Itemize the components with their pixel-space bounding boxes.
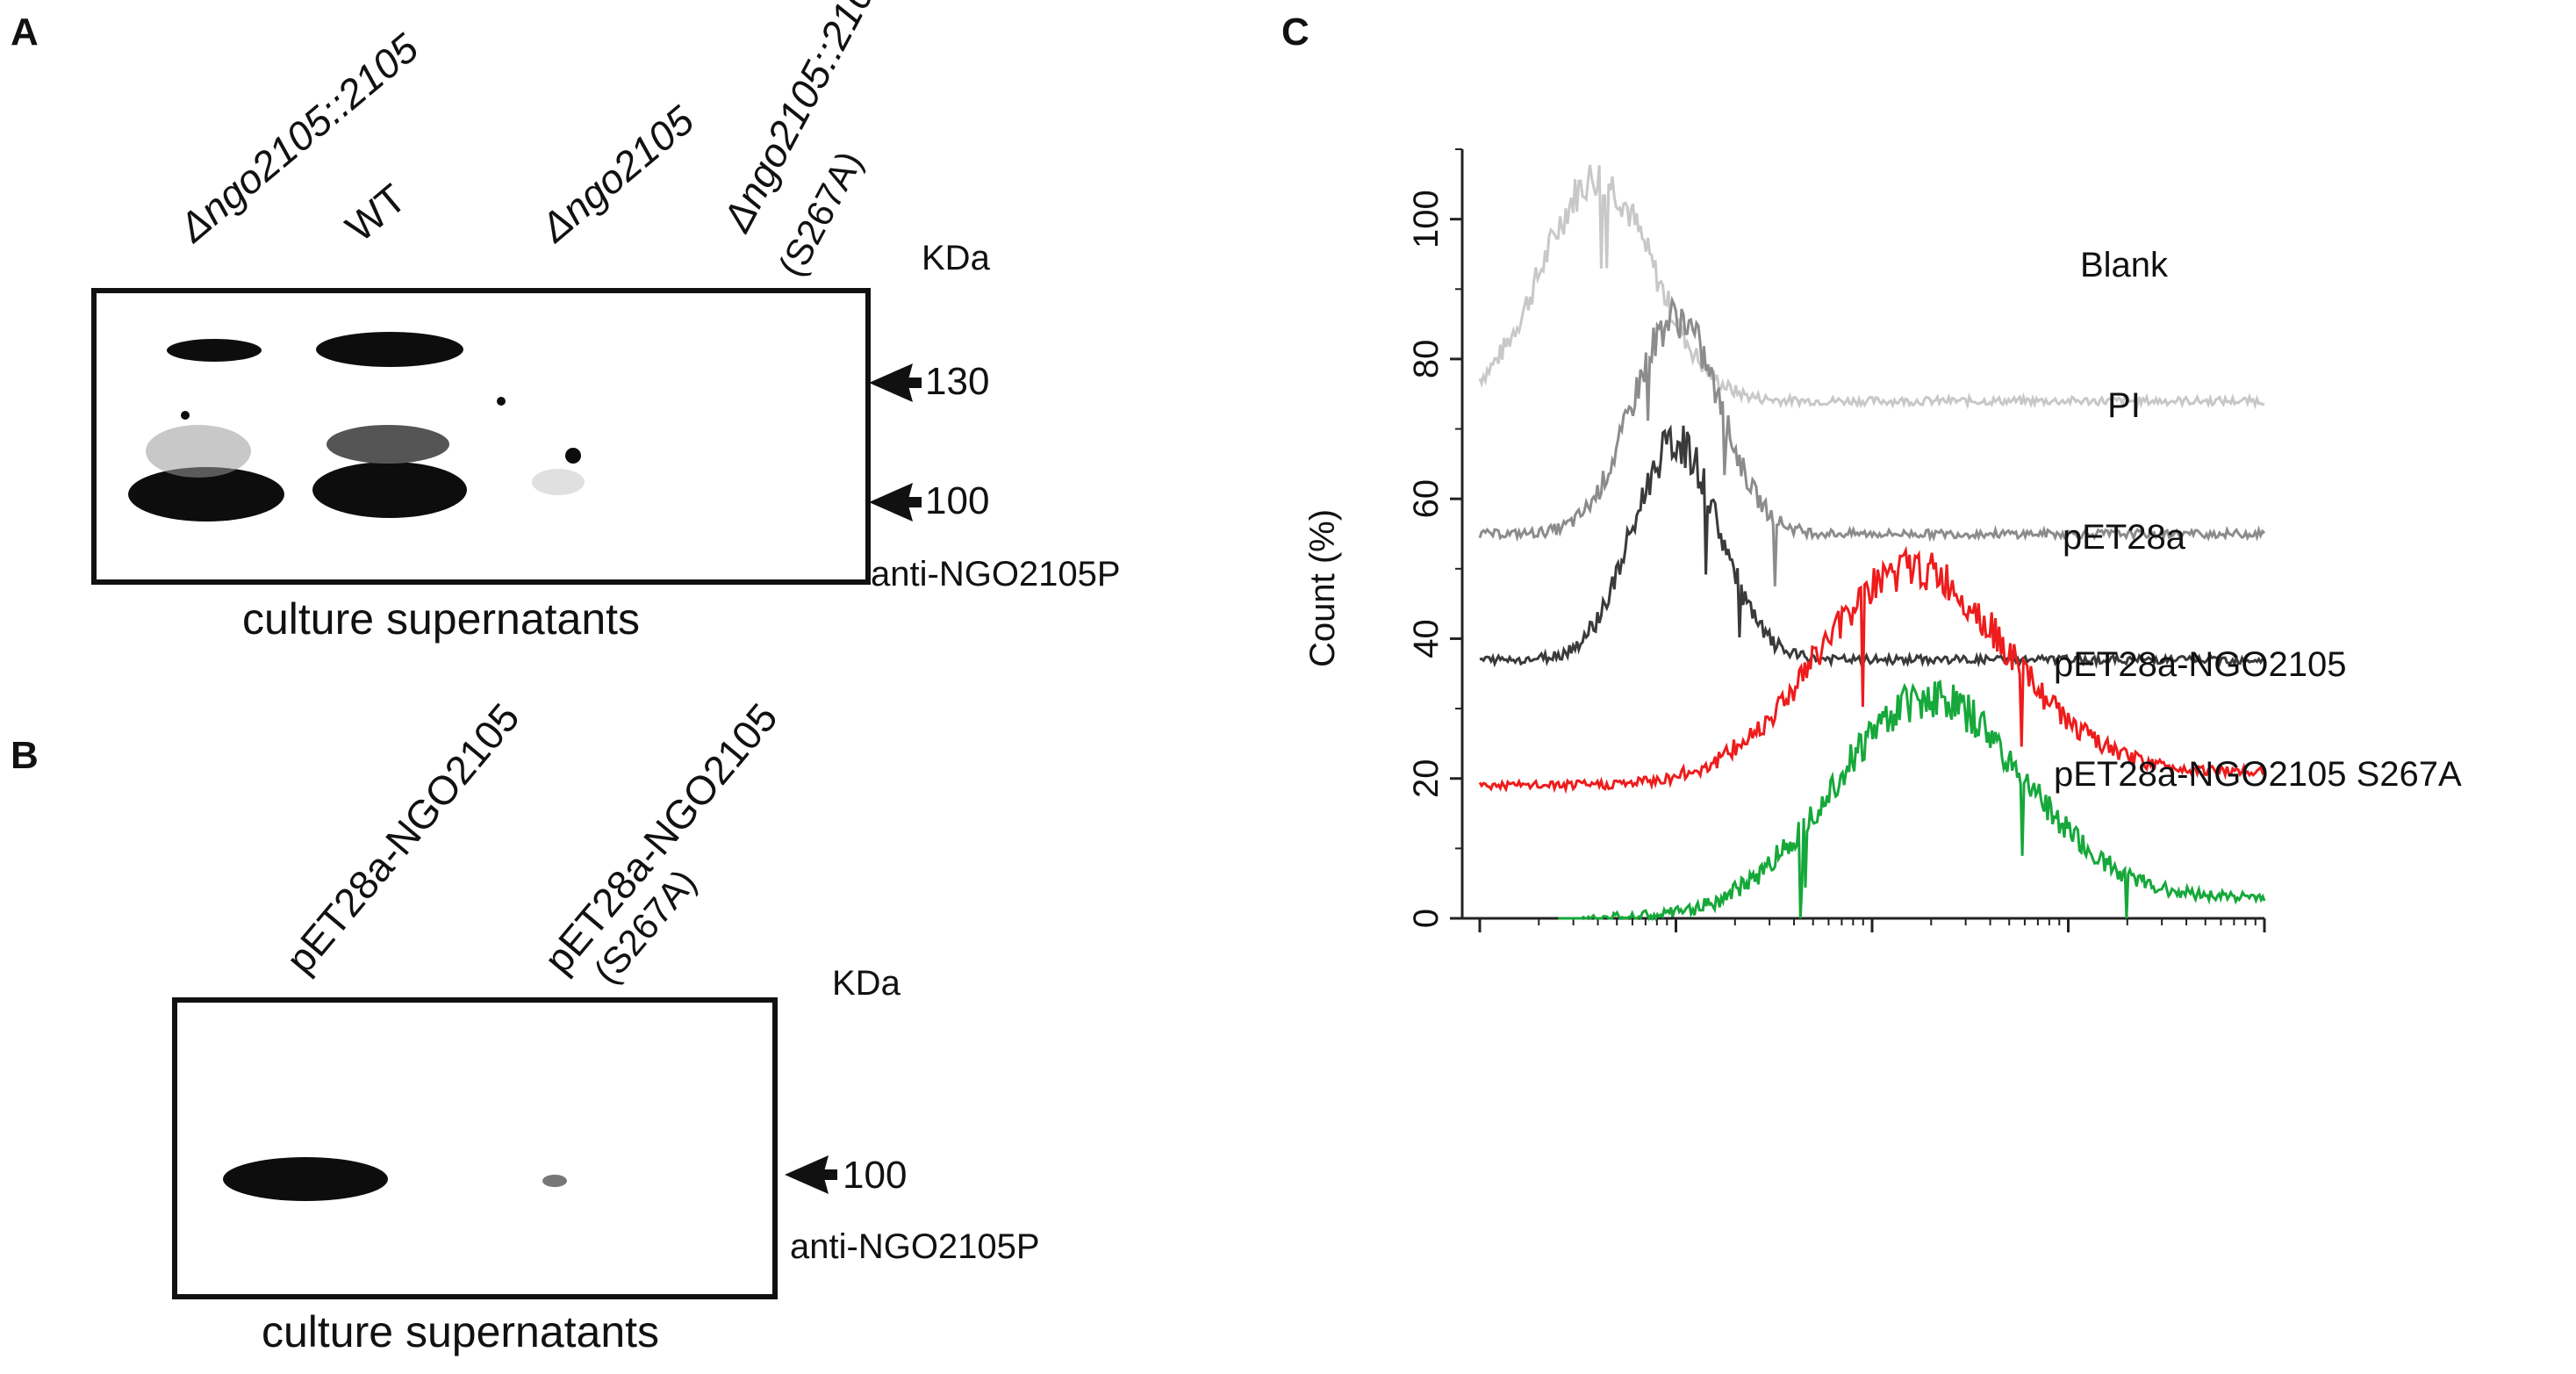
series-label-2: pET28a	[2063, 518, 2186, 557]
antibody-label-a: anti-NGO2105P	[871, 555, 1121, 593]
panel-c-label: C	[1281, 11, 1310, 54]
marker-100-b: 100	[843, 1154, 908, 1197]
y-tick-label-20: 20	[1407, 759, 1446, 798]
caption-b: culture supernatants	[262, 1307, 660, 1356]
kda-label-b: KDa	[832, 964, 901, 1003]
series-label-4: pET28a-NGO2105 S267A	[2054, 755, 2462, 794]
band-a2-130	[316, 332, 463, 367]
band-a2-mid	[326, 425, 449, 464]
series-label-3: pET28a-NGO2105	[2054, 645, 2347, 684]
series-line-1	[1478, 295, 2266, 586]
caption-a: culture supernatants	[242, 594, 641, 644]
panel-a-label: A	[11, 11, 39, 54]
y-axis-label: Count (%)	[1303, 509, 1342, 667]
series-labels: Blank PI pET28a pET28a-NGO2105 pET28a-NGO210…	[2054, 246, 2462, 794]
band-a2-100	[312, 462, 467, 518]
antibody-label-b: anti-NGO2105P	[790, 1227, 1040, 1266]
series-line-3	[1478, 545, 2266, 795]
series-label-0: Blank	[2080, 246, 2169, 284]
arrows-b	[785, 1155, 837, 1194]
y-tick-label-60: 60	[1407, 479, 1446, 519]
band-b2-100	[542, 1175, 567, 1187]
marker-130-a: 130	[925, 360, 990, 403]
band-a1-smear	[146, 425, 251, 478]
y-axis-ticks: 0 20 40 60 80 100	[1407, 148, 1462, 928]
y-tick-label-80: 80	[1407, 340, 1446, 379]
series-line-4	[1558, 680, 2266, 922]
series-line-0	[1478, 164, 2265, 410]
series-group	[1478, 164, 2266, 922]
y-tick-label-100: 100	[1407, 190, 1446, 248]
x-axis-ticks	[1478, 918, 2266, 932]
blot-a	[91, 288, 871, 585]
band-a1-130	[167, 339, 262, 362]
faint-a3	[532, 469, 585, 495]
series-line-2	[1479, 424, 2265, 669]
arrow-100	[869, 483, 922, 522]
panel-b-label: B	[11, 734, 39, 777]
series-label-1: PI	[2107, 386, 2141, 425]
arrow-100-b	[785, 1155, 837, 1194]
y-tick-label-40: 40	[1407, 619, 1446, 658]
arrow-130	[869, 363, 922, 402]
spot-a-dot	[181, 411, 190, 420]
kda-label-a: KDa	[922, 239, 990, 277]
spot-a-dot2	[497, 397, 506, 406]
blot-b	[172, 997, 778, 1299]
marker-100-a: 100	[925, 479, 990, 522]
arrows-a	[869, 363, 922, 522]
band-b1-100	[223, 1157, 388, 1201]
spot-a	[565, 448, 581, 464]
flow-cytometry-chart: 0 20 40 60 80 100 Blank PI pET28a pET28a-NGO2105…	[1303, 148, 2462, 932]
y-tick-label-0: 0	[1407, 909, 1446, 928]
